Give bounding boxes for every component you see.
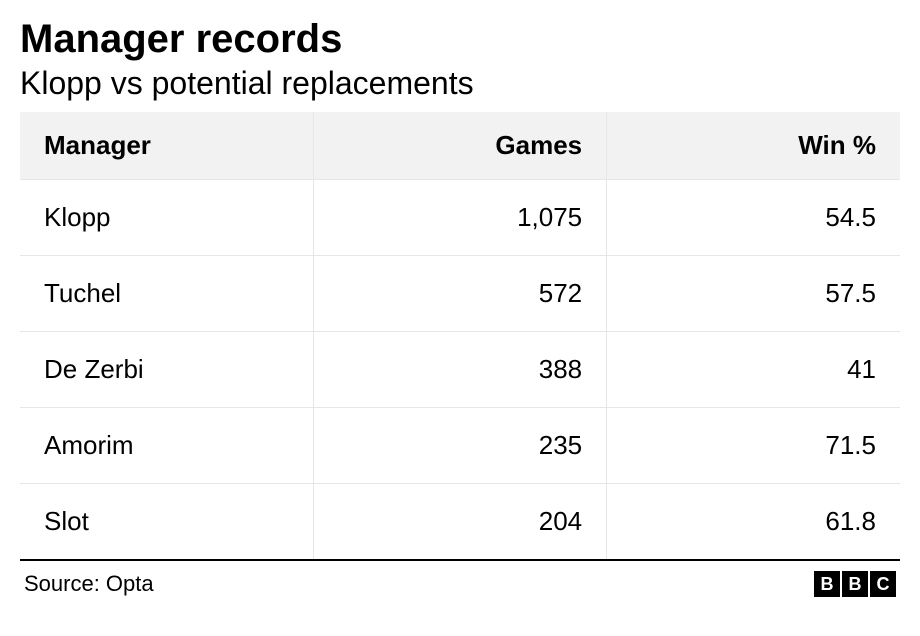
bbc-logo-box: B	[842, 571, 868, 597]
table-row: Amorim 235 71.5	[20, 408, 900, 484]
table-row: Slot 204 61.8	[20, 484, 900, 561]
bbc-logo-box: B	[814, 571, 840, 597]
cell-manager: Tuchel	[20, 256, 313, 332]
bbc-logo-box: C	[870, 571, 896, 597]
cell-manager: De Zerbi	[20, 332, 313, 408]
cell-winpct: 57.5	[607, 256, 900, 332]
column-header-manager: Manager	[20, 112, 313, 180]
chart-footer: Source: Opta B B C	[20, 561, 900, 597]
cell-games: 388	[313, 332, 606, 408]
bbc-logo: B B C	[814, 571, 896, 597]
chart-title: Manager records	[20, 16, 900, 62]
cell-games: 1,075	[313, 180, 606, 256]
chart-subtitle: Klopp vs potential replacements	[20, 64, 900, 102]
cell-winpct: 61.8	[607, 484, 900, 561]
cell-winpct: 54.5	[607, 180, 900, 256]
table-row: De Zerbi 388 41	[20, 332, 900, 408]
column-header-games: Games	[313, 112, 606, 180]
cell-winpct: 41	[607, 332, 900, 408]
cell-games: 572	[313, 256, 606, 332]
table-row: Klopp 1,075 54.5	[20, 180, 900, 256]
source-label: Source: Opta	[24, 571, 154, 597]
table-row: Tuchel 572 57.5	[20, 256, 900, 332]
cell-manager: Klopp	[20, 180, 313, 256]
table-header-row: Manager Games Win %	[20, 112, 900, 180]
cell-games: 204	[313, 484, 606, 561]
cell-manager: Slot	[20, 484, 313, 561]
column-header-winpct: Win %	[607, 112, 900, 180]
cell-manager: Amorim	[20, 408, 313, 484]
manager-records-table: Manager Games Win % Klopp 1,075 54.5 Tuc…	[20, 112, 900, 561]
cell-winpct: 71.5	[607, 408, 900, 484]
cell-games: 235	[313, 408, 606, 484]
